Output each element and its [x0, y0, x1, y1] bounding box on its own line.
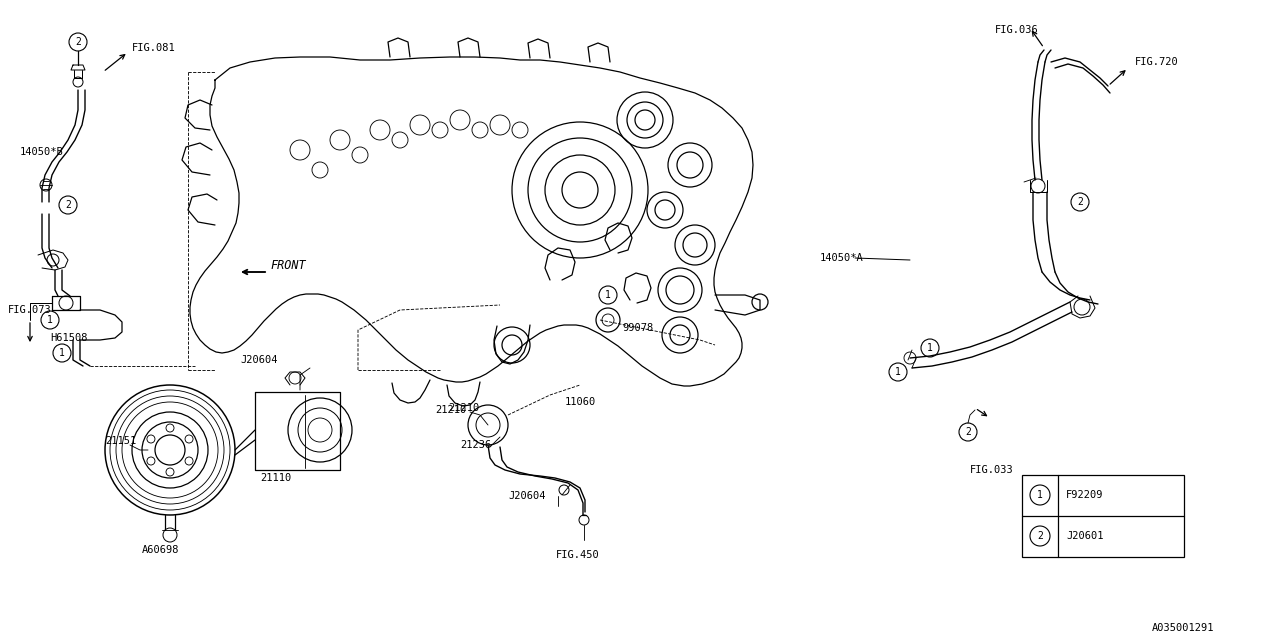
Text: A035001291: A035001291 [1152, 623, 1215, 633]
Text: 2: 2 [1076, 197, 1083, 207]
Bar [1021, 475, 1184, 557]
Text: 99078: 99078 [622, 323, 653, 333]
Text: FIG.033: FIG.033 [970, 465, 1014, 475]
Text: 2: 2 [965, 427, 972, 437]
Text: 2: 2 [1037, 531, 1043, 541]
Text: 21110: 21110 [260, 473, 292, 483]
Text: J20604: J20604 [508, 491, 545, 501]
Text: 14050*B: 14050*B [20, 147, 64, 157]
Text: 11060: 11060 [564, 397, 596, 407]
Text: 21151: 21151 [105, 436, 136, 446]
Text: FRONT: FRONT [270, 259, 306, 271]
Text: A60698: A60698 [142, 545, 179, 555]
Text: 1: 1 [1037, 490, 1043, 500]
Text: FIG.073: FIG.073 [8, 305, 51, 315]
Text: 2: 2 [65, 200, 70, 210]
Text: J20604: J20604 [241, 355, 278, 365]
Text: 21210: 21210 [435, 405, 466, 415]
Text: FIG.081: FIG.081 [132, 43, 175, 53]
Text: FIG.450: FIG.450 [556, 550, 600, 560]
Text: J20601: J20601 [1066, 531, 1103, 541]
Text: 21210: 21210 [448, 403, 479, 413]
Text: 21236: 21236 [460, 440, 492, 450]
Text: 1: 1 [605, 290, 611, 300]
Text: 1: 1 [927, 343, 933, 353]
Text: 1: 1 [59, 348, 65, 358]
Text: 1: 1 [895, 367, 901, 377]
Text: FIG.720: FIG.720 [1135, 57, 1179, 67]
Text: H61508: H61508 [50, 333, 87, 343]
Text: F92209: F92209 [1066, 490, 1103, 500]
Text: 1: 1 [47, 315, 52, 325]
Text: 2: 2 [76, 37, 81, 47]
Text: 14050*A: 14050*A [820, 253, 864, 263]
Text: FIG.036: FIG.036 [995, 25, 1039, 35]
